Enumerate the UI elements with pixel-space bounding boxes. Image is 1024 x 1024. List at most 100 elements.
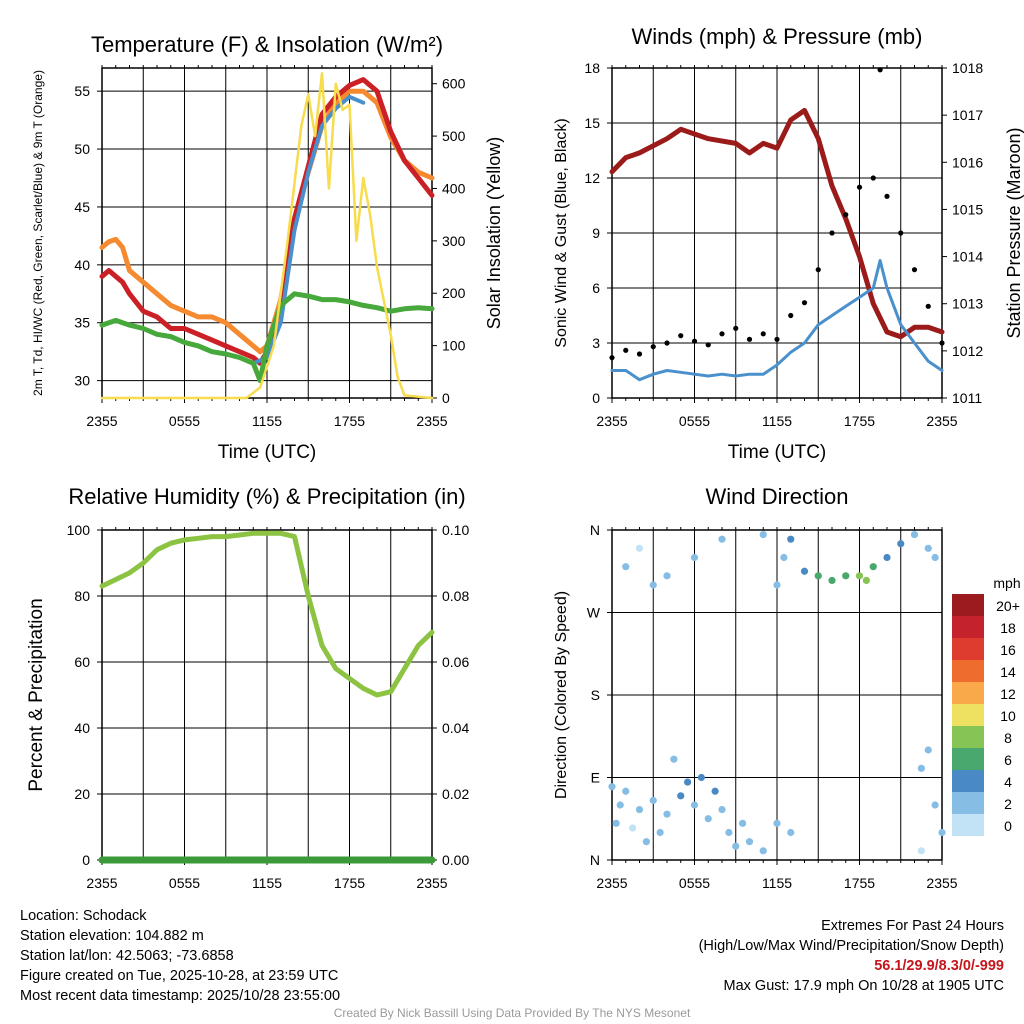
y2-tick-label: 200 — [442, 285, 466, 301]
direction-point — [684, 778, 692, 786]
direction-point — [924, 544, 932, 552]
gust-point — [760, 331, 766, 337]
y-tick-label: 40 — [74, 257, 90, 273]
direction-point — [622, 563, 630, 571]
y2-tick-label: 0.04 — [442, 720, 469, 736]
x-tick-label: 2355 — [596, 875, 627, 891]
legend-swatch — [952, 594, 984, 616]
direction-point — [773, 581, 781, 589]
chart-title: Wind Direction — [705, 484, 848, 509]
direction-point — [690, 553, 699, 562]
gust-point — [870, 175, 876, 181]
x-tick-label: 0555 — [679, 875, 710, 891]
legend-label: 14 — [1000, 664, 1016, 680]
direction-point — [773, 819, 781, 827]
y-axis-label: Direction (Colored By Speed) — [553, 591, 570, 799]
legend-swatch — [952, 660, 984, 682]
gust-point — [650, 344, 656, 350]
y2-tick-label: 0.00 — [442, 852, 469, 868]
y2-tick-label: 500 — [442, 128, 466, 144]
y-axis-label: Percent & Precipitation — [26, 598, 47, 791]
direction-point — [697, 773, 705, 782]
legend-label: 0 — [1004, 818, 1012, 834]
y2-tick-label: 1014 — [952, 249, 983, 265]
x-tick-label: 2355 — [926, 875, 957, 891]
direction-point — [869, 563, 877, 571]
direction-point — [642, 838, 650, 846]
direction-point — [800, 567, 809, 575]
latlon-text: Station lat/lon: 42.5063; -73.6858 — [20, 948, 234, 964]
legend-swatch — [952, 814, 984, 836]
chart-title: Winds (mph) & Pressure (mb) — [632, 24, 923, 49]
direction-point — [938, 828, 946, 837]
extremes-info: Extremes For Past 24 Hours (High/Low/Max… — [699, 916, 1004, 996]
legend-swatch — [952, 770, 984, 792]
direction-point — [931, 801, 939, 809]
station-info: Location: Schodack Station elevation: 10… — [20, 906, 340, 1006]
y-tick-label: 55 — [74, 83, 90, 99]
x-tick-label: 1155 — [762, 413, 792, 429]
gust-point — [843, 212, 849, 218]
direction-point — [855, 572, 864, 580]
y2-tick-label: 400 — [442, 180, 466, 196]
direction-point — [635, 805, 644, 814]
direction-point — [814, 572, 822, 580]
x-tick-label: 1755 — [334, 875, 365, 891]
y2-tick-label: 0.10 — [442, 522, 469, 538]
gust-point — [801, 300, 808, 306]
direction-point — [677, 792, 685, 800]
legend-swatch — [952, 726, 984, 748]
gust-point — [898, 230, 904, 236]
series-solar-insolation — [100, 71, 434, 400]
y2-tick-label: 1018 — [952, 60, 983, 76]
direction-point — [725, 828, 733, 837]
legend-label: 6 — [1004, 752, 1012, 768]
recent-text: Most recent data timestamp: 2025/10/28 2… — [20, 988, 341, 1004]
legend-label: 16 — [1000, 642, 1016, 658]
y-tick-label: N — [590, 852, 600, 868]
direction-point — [656, 828, 664, 837]
direction-point — [745, 838, 754, 846]
y2-tick-label: 1017 — [952, 107, 983, 123]
y-tick-label: 80 — [74, 588, 90, 604]
legend-swatch — [952, 638, 984, 660]
direction-point — [931, 553, 939, 562]
gust-point — [911, 267, 918, 273]
x-tick-label: 2355 — [596, 413, 627, 429]
gust-point — [705, 342, 711, 348]
direction-point — [780, 553, 788, 562]
y2-tick-label: 1012 — [952, 343, 983, 359]
legend-label: 12 — [1000, 686, 1016, 702]
y2-tick-label: 0.02 — [442, 786, 469, 802]
direction-point — [622, 787, 630, 795]
legend-swatch — [952, 682, 984, 704]
direction-point — [704, 815, 712, 823]
x-axis-label: Time (UTC) — [218, 442, 317, 463]
x-tick-label: 1155 — [252, 875, 282, 891]
direction-point — [612, 819, 620, 827]
gust-point — [609, 355, 615, 361]
gust-point — [719, 331, 725, 337]
y-tick-label: 45 — [74, 199, 90, 215]
location-text: Location: Schodack — [20, 908, 147, 924]
chart-title: Temperature (F) & Insolation (W/m²) — [91, 32, 443, 57]
direction-point — [635, 544, 644, 552]
x-tick-label: 2355 — [926, 413, 957, 429]
series-td — [99, 291, 435, 384]
direction-point — [649, 581, 657, 589]
y-tick-label: 35 — [74, 315, 90, 331]
y-tick-label: S — [591, 687, 600, 703]
direction-point — [718, 805, 726, 814]
x-tick-label: 0555 — [679, 413, 710, 429]
y2-axis-label: Station Pressure (Maroon) — [1004, 127, 1024, 338]
elevation-text: Station elevation: 104.882 m — [20, 928, 204, 944]
y-tick-label: 15 — [584, 115, 600, 131]
direction-point — [718, 535, 726, 543]
series-relative-humidity — [99, 530, 435, 698]
series-sonic-wind — [610, 259, 944, 382]
direction-point — [739, 819, 747, 827]
direction-point — [732, 842, 740, 850]
gust-point — [829, 230, 835, 236]
extremes-values: 56.1/29.9/8.3/0/-999 — [874, 958, 1004, 974]
